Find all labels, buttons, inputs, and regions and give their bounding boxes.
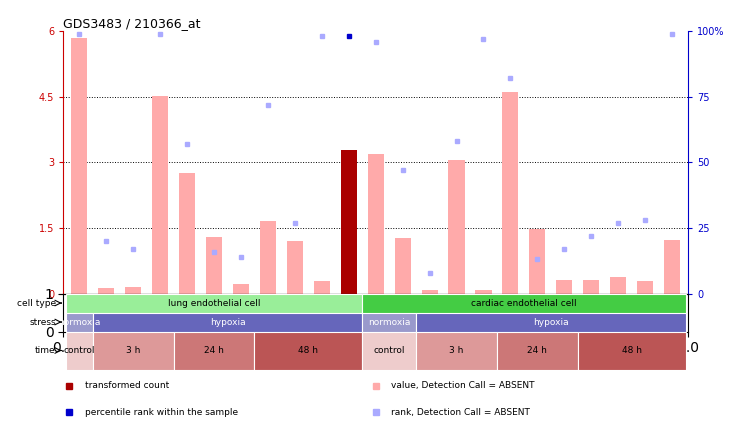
Bar xyxy=(497,332,578,369)
Bar xyxy=(66,313,93,332)
Bar xyxy=(254,332,362,369)
Text: 24 h: 24 h xyxy=(204,346,224,355)
Text: 48 h: 48 h xyxy=(298,346,318,355)
Bar xyxy=(287,241,303,293)
Bar xyxy=(449,160,464,293)
Text: hypoxia: hypoxia xyxy=(533,317,568,326)
Bar xyxy=(416,332,497,369)
Text: GDS3483 / 210366_at: GDS3483 / 210366_at xyxy=(63,17,201,30)
Bar xyxy=(557,280,572,293)
Bar xyxy=(98,288,115,293)
Bar xyxy=(578,332,685,369)
Bar xyxy=(179,173,195,293)
Text: 48 h: 48 h xyxy=(622,346,641,355)
Bar xyxy=(173,332,254,369)
Bar xyxy=(529,229,545,293)
Text: normoxia: normoxia xyxy=(368,317,411,326)
Bar xyxy=(93,313,362,332)
Text: rank, Detection Call = ABSENT: rank, Detection Call = ABSENT xyxy=(391,408,530,416)
Bar xyxy=(416,313,685,332)
Bar xyxy=(502,92,519,293)
Text: cell type: cell type xyxy=(16,298,56,308)
Bar xyxy=(475,290,492,293)
Text: control: control xyxy=(64,346,95,355)
Text: 3 h: 3 h xyxy=(126,346,141,355)
Text: 24 h: 24 h xyxy=(527,346,548,355)
Bar xyxy=(66,293,362,313)
Bar xyxy=(341,150,357,293)
Bar xyxy=(206,237,222,293)
Bar xyxy=(362,313,416,332)
Bar xyxy=(394,238,411,293)
Bar xyxy=(233,284,249,293)
Bar xyxy=(260,222,276,293)
Bar xyxy=(664,240,680,293)
Bar xyxy=(610,277,626,293)
Bar xyxy=(583,280,600,293)
Bar xyxy=(66,332,93,369)
Text: cardiac endothelial cell: cardiac endothelial cell xyxy=(471,298,577,308)
Text: hypoxia: hypoxia xyxy=(210,317,246,326)
Bar xyxy=(422,290,437,293)
Bar xyxy=(314,281,330,293)
Text: stress: stress xyxy=(29,317,56,326)
Bar xyxy=(93,332,173,369)
Text: normoxia: normoxia xyxy=(58,317,100,326)
Bar xyxy=(368,154,384,293)
Text: 3 h: 3 h xyxy=(449,346,464,355)
Bar xyxy=(362,293,685,313)
Text: control: control xyxy=(373,346,405,355)
Text: lung endothelial cell: lung endothelial cell xyxy=(168,298,260,308)
Bar xyxy=(71,38,88,293)
Text: value, Detection Call = ABSENT: value, Detection Call = ABSENT xyxy=(391,381,535,390)
Text: percentile rank within the sample: percentile rank within the sample xyxy=(85,408,238,416)
Bar xyxy=(125,287,141,293)
Text: transformed count: transformed count xyxy=(85,381,170,390)
Bar xyxy=(152,96,168,293)
Text: time: time xyxy=(35,346,56,355)
Bar xyxy=(362,332,416,369)
Bar xyxy=(637,281,653,293)
